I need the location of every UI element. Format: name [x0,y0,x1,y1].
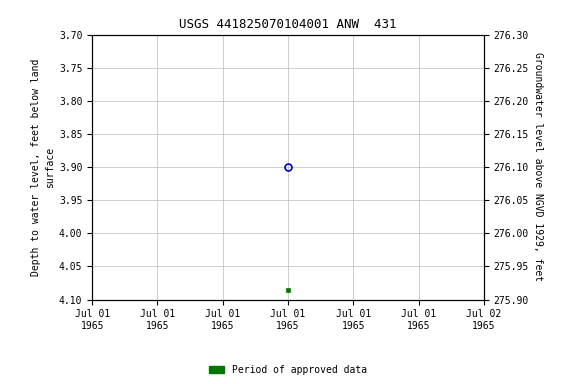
Y-axis label: Depth to water level, feet below land
surface: Depth to water level, feet below land su… [31,58,55,276]
Title: USGS 441825070104001 ANW  431: USGS 441825070104001 ANW 431 [179,18,397,31]
Y-axis label: Groundwater level above NGVD 1929, feet: Groundwater level above NGVD 1929, feet [533,53,543,281]
Legend: Period of approved data: Period of approved data [206,361,370,379]
